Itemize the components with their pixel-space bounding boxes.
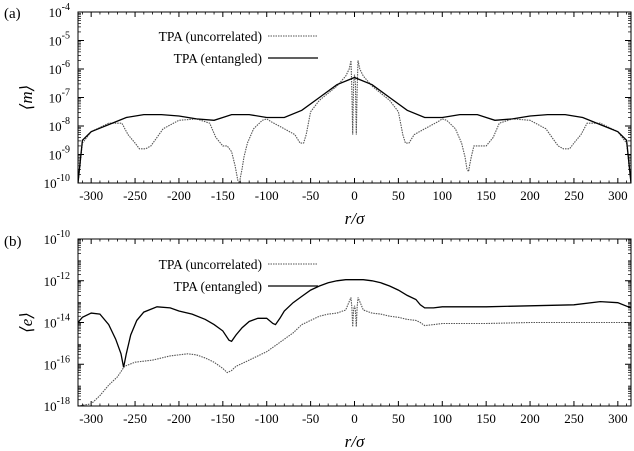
plot-frame <box>77 238 632 407</box>
x-tick-label: 100 <box>433 411 453 426</box>
x-tick-label: -250 <box>123 188 147 203</box>
y-tick-label: 10-10 <box>44 229 70 247</box>
y-tick-label: 10-5 <box>49 31 70 49</box>
y-tick-label: 10-8 <box>49 116 70 134</box>
series-line-uncorrelated <box>78 60 631 183</box>
x-tick-label: -200 <box>167 411 191 426</box>
x-tick-label: 50 <box>392 188 405 203</box>
x-tick-label: 150 <box>476 188 496 203</box>
y-tick-label: 10-12 <box>44 271 70 289</box>
y-tick-label: 10-7 <box>49 88 70 106</box>
x-tick-label: 100 <box>433 188 453 203</box>
x-tick-label: 50 <box>392 411 405 426</box>
x-tick-label: -250 <box>123 411 147 426</box>
x-tick-label: -150 <box>211 411 235 426</box>
panel-b: (b) -300 -250 -200 -150 -100 -50 0 50 100 150 200 25… <box>4 229 632 451</box>
x-tick-label: 150 <box>476 411 496 426</box>
legend-label: TPA (uncorrelated) <box>159 257 262 272</box>
y-tick-label: 10-6 <box>49 59 70 77</box>
x-tick-label: 0 <box>351 188 358 203</box>
y-tick-label: 10-9 <box>49 145 70 163</box>
panel-a: (a) -300 -250 -200 -150 -100 -50 0 50 100 150 200 25… <box>4 2 632 228</box>
x-tick-label: 300 <box>608 411 628 426</box>
x-tick-label: -100 <box>255 411 279 426</box>
series-line-entangled <box>78 279 631 368</box>
y-tick-label: 10-14 <box>44 313 70 331</box>
x-tick-label: -100 <box>255 188 279 203</box>
x-tick-label: -300 <box>79 411 103 426</box>
series-line-uncorrelated <box>78 297 631 406</box>
x-axis-title: r/σ <box>345 432 365 451</box>
x-tick-label: -300 <box>79 188 103 203</box>
y-tick-label: 10-18 <box>44 396 70 414</box>
y-tick-label: 10-10 <box>44 173 70 191</box>
x-tick-label: 250 <box>564 411 584 426</box>
y-axis-title: ⟨m⟩ <box>17 85 36 111</box>
y-tick-label: 10-16 <box>44 354 70 372</box>
x-tick-label: 300 <box>608 188 628 203</box>
x-tick-label: -150 <box>211 188 235 203</box>
x-axis-title: r/σ <box>345 209 365 228</box>
x-tick-label: -50 <box>302 188 319 203</box>
x-tick-label: -200 <box>167 188 191 203</box>
legend-label: TPA (entangled) <box>174 279 262 294</box>
legend-label: TPA (uncorrelated) <box>159 29 262 44</box>
x-tick-label: -50 <box>302 411 319 426</box>
y-axis-title: ⟨e⟩ <box>17 312 36 333</box>
x-tick-label: 0 <box>351 411 358 426</box>
plot-frame <box>77 11 632 184</box>
x-tick-label: 250 <box>564 188 584 203</box>
panel-label: (a) <box>4 6 21 22</box>
series-line-entangled <box>78 76 631 183</box>
x-tick-label: 200 <box>520 411 540 426</box>
y-tick-label: 10-4 <box>49 2 70 20</box>
panel-label: (b) <box>4 234 22 250</box>
legend-label: TPA (entangled) <box>174 51 262 66</box>
x-tick-label: 200 <box>520 188 540 203</box>
